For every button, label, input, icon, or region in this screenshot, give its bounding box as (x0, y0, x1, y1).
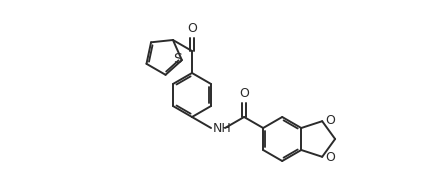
Text: O: O (239, 87, 249, 100)
Text: NH: NH (213, 122, 232, 136)
Text: O: O (325, 151, 335, 164)
Text: O: O (187, 22, 197, 35)
Text: O: O (325, 114, 335, 127)
Text: S: S (174, 52, 182, 66)
